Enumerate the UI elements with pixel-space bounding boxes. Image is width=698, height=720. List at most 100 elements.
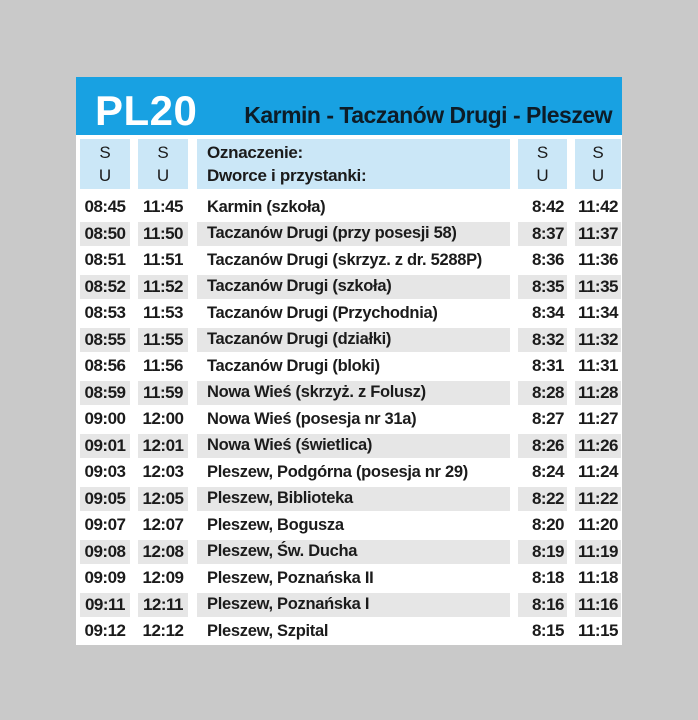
service-mark-s: S	[99, 143, 111, 162]
return-time-2: 11:15	[577, 621, 619, 641]
departure-time-1: 08:50	[80, 222, 130, 246]
return-time-1: 8:42	[531, 197, 565, 217]
return-time-1: 8:34	[531, 303, 565, 323]
timetable-header: PL20 Karmin - Taczanów Drugi - Pleszew	[76, 77, 622, 135]
departure-time-2: 12:01	[138, 434, 188, 458]
return-time-1: 8:18	[531, 568, 565, 588]
departure-time-1: 09:05	[80, 487, 130, 511]
return-time-2: 11:31	[577, 356, 619, 376]
stop-name: Taczanów Drugi (bloki)	[207, 356, 380, 375]
departure-time-2: 11:56	[142, 356, 184, 376]
stop-name: Pleszew, Bogusza	[207, 515, 344, 534]
departure-time-2: 11:51	[142, 250, 184, 270]
departure-time-2: 11:59	[138, 381, 188, 405]
departure-time-1: 08:45	[84, 197, 126, 217]
service-mark-u: U	[536, 166, 549, 185]
service-mark-s: S	[536, 143, 549, 162]
service-mark-u: U	[156, 166, 170, 185]
stop-name: Pleszew, Poznańska II	[207, 568, 374, 587]
stop-name: Taczanów Drugi (skrzyz. z dr. 5288P)	[207, 250, 482, 269]
line-code: PL20	[95, 87, 198, 135]
departure-time-2: 12:05	[138, 487, 188, 511]
stop-name: Pleszew, Biblioteka	[197, 487, 510, 511]
return-time-2: 11:32	[575, 328, 621, 352]
stop-name: Pleszew, Podgórna (posesja nr 29)	[207, 462, 468, 481]
departure-time-2: 12:12	[142, 621, 184, 641]
stop-name: Pleszew, Św. Ducha	[197, 540, 510, 564]
return-time-1: 8:26	[518, 434, 567, 458]
departure-time-1: 09:00	[84, 409, 126, 429]
timetable-card: PL20 Karmin - Taczanów Drugi - Pleszew S…	[76, 77, 622, 645]
return-time-1: 8:20	[531, 515, 565, 535]
table-row: 08:45 11:45 Karmin (szkoła) 8:42 11:42	[76, 194, 622, 221]
return-time-2: 11:19	[575, 540, 621, 564]
table-row: 09:07 12:07 Pleszew, Bogusza 8:20 11:20	[76, 512, 622, 539]
table-row: 09:00 12:00 Nowa Wieś (posesja nr 31a) 8:27…	[76, 406, 622, 433]
return-time-1: 8:19	[518, 540, 567, 564]
return-time-2: 11:24	[577, 462, 619, 482]
return-time-1: 8:15	[531, 621, 565, 641]
departure-time-1: 09:01	[80, 434, 130, 458]
departure-time-1: 09:12	[84, 621, 126, 641]
return-time-2: 11:28	[575, 381, 621, 405]
stop-name: Taczanów Drugi (Przychodnia)	[207, 303, 438, 322]
designation-label: Oznaczenie:	[207, 143, 303, 162]
return-time-1: 8:16	[518, 593, 567, 617]
table-row: 09:11 12:11 Pleszew, Poznańska I 8:16 11:16	[76, 592, 622, 619]
service-mark-s: S	[592, 143, 604, 162]
table-row: 09:05 12:05 Pleszew, Biblioteka 8:22 11:22	[76, 486, 622, 513]
table-row: 09:01 12:01 Nowa Wieś (świetlica) 8:26 11:26	[76, 433, 622, 460]
column-header-departure-1: S U	[80, 139, 130, 189]
stop-name: Taczanów Drugi (szkoła)	[197, 275, 510, 299]
departure-time-1: 08:52	[80, 275, 130, 299]
return-time-2: 11:37	[575, 222, 621, 246]
departure-time-1: 08:59	[80, 381, 130, 405]
departure-time-1: 09:07	[84, 515, 126, 535]
departure-time-2: 11:55	[138, 328, 188, 352]
departure-time-2: 11:45	[142, 197, 184, 217]
return-time-2: 11:18	[577, 568, 619, 588]
table-row: 08:51 11:51 Taczanów Drugi (skrzyz. z dr. …	[76, 247, 622, 274]
table-row: 08:55 11:55 Taczanów Drugi (działki) 8:32 11…	[76, 327, 622, 354]
departure-time-2: 12:00	[142, 409, 184, 429]
departure-time-1: 09:11	[80, 593, 130, 617]
stop-name: Nowa Wieś (świetlica)	[197, 434, 510, 458]
return-time-1: 8:22	[518, 487, 567, 511]
column-header-stops: Oznaczenie: Dworce i przystanki:	[197, 139, 510, 189]
departure-time-2: 11:50	[138, 222, 188, 246]
column-header-return-1: S U	[518, 139, 567, 189]
stop-name: Pleszew, Szpital	[207, 621, 329, 640]
departure-time-1: 09:08	[80, 540, 130, 564]
return-time-2: 11:27	[577, 409, 619, 429]
departure-time-1: 08:55	[80, 328, 130, 352]
return-time-2: 11:35	[575, 275, 621, 299]
table-row: 09:09 12:09 Pleszew, Poznańska II 8:18 11:18	[76, 565, 622, 592]
departure-time-2: 12:11	[138, 593, 188, 617]
table-row: 08:59 11:59 Nowa Wieś (skrzyż. z Folusz) 8:…	[76, 380, 622, 407]
departure-time-2: 11:52	[138, 275, 188, 299]
departure-time-2: 11:53	[142, 303, 184, 323]
return-time-2: 11:36	[577, 250, 619, 270]
return-time-1: 8:35	[518, 275, 567, 299]
return-time-1: 8:36	[531, 250, 565, 270]
stop-name: Nowa Wieś (skrzyż. z Folusz)	[197, 381, 510, 405]
timetable-rows: 08:45 11:45 Karmin (szkoła) 8:42 11:42 08:50 1…	[76, 194, 622, 645]
return-time-1: 8:28	[518, 381, 567, 405]
table-row: 08:53 11:53 Taczanów Drugi (Przychodnia) 8:…	[76, 300, 622, 327]
column-header-return-2: S U	[575, 139, 621, 189]
stop-name: Pleszew, Poznańska I	[197, 593, 510, 617]
service-mark-u: U	[98, 166, 112, 185]
table-row: 08:52 11:52 Taczanów Drugi (szkoła) 8:35 11:…	[76, 274, 622, 301]
stop-name: Taczanów Drugi (przy posesji 58)	[197, 222, 510, 246]
return-time-2: 11:20	[577, 515, 619, 535]
departure-time-2: 12:08	[138, 540, 188, 564]
service-mark-s: S	[157, 143, 169, 162]
column-header-row: S U S U Oznaczenie: Dworce i przystanki:…	[76, 139, 622, 189]
return-time-1: 8:24	[531, 462, 565, 482]
departure-time-2: 12:03	[142, 462, 184, 482]
stop-name: Nowa Wieś (posesja nr 31a)	[207, 409, 417, 428]
departure-time-2: 12:07	[142, 515, 184, 535]
departure-time-1: 08:56	[84, 356, 126, 376]
return-time-1: 8:27	[531, 409, 565, 429]
